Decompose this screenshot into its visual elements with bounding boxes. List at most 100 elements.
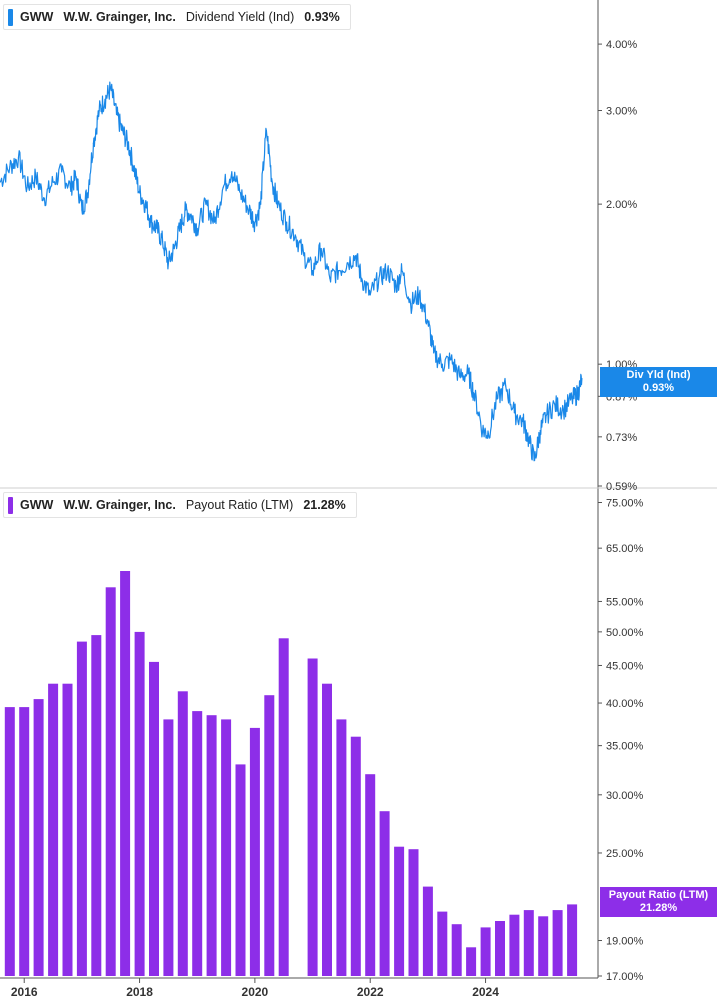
dividend-yield-point	[61, 171, 63, 173]
payout-ratio-bar	[192, 711, 203, 976]
payout-ratio-bar	[495, 921, 505, 976]
dividend-yield-point	[144, 203, 146, 205]
dividend-yield-point	[69, 186, 71, 188]
dividend-yield-point	[104, 98, 106, 100]
payout-ratio-bar	[278, 638, 289, 976]
payout-ratio-bar	[33, 699, 44, 976]
dividend-yield-point	[92, 143, 94, 145]
dividend-yield-point	[35, 176, 37, 178]
payout-ratio-bar	[48, 683, 59, 976]
y-tick-label: 0.73%	[606, 432, 637, 444]
dividend-yield-point	[156, 227, 158, 230]
dividend-yield-point	[205, 203, 207, 205]
dividend-yield-point	[9, 166, 11, 168]
payout-ratio-bar	[365, 774, 376, 976]
dividend-yield-point	[139, 192, 141, 194]
dividend-yield-point	[539, 430, 541, 432]
dividend-yield-point	[487, 433, 489, 435]
dividend-yield-point	[410, 303, 412, 305]
y-tick-label: 19.00%	[606, 936, 644, 948]
payout-ratio-legend: GWW W.W. Grainger, Inc. Payout Ratio (LT…	[3, 492, 357, 518]
dividend-yield-point	[473, 393, 475, 395]
dividend-yield-point	[115, 113, 118, 115]
badge-value: 21.28%	[639, 902, 678, 914]
dividend-yield-point	[179, 227, 181, 230]
dividend-yield-point	[260, 203, 262, 205]
y-tick-label: 30.00%	[606, 790, 644, 802]
y-tick-label: 4.00%	[606, 39, 637, 51]
dividend-yield-point	[265, 130, 267, 132]
y-tick-label: 50.00%	[606, 627, 644, 639]
payout-ratio-bar	[120, 571, 131, 976]
dividend-yield-point	[277, 203, 279, 205]
dividend-yield-point	[450, 359, 452, 361]
payout-ratio-bar	[379, 811, 390, 976]
dividend-yield-point	[369, 294, 371, 296]
payout-ratio-bar	[480, 927, 491, 976]
dividend-yield-point	[467, 373, 469, 375]
dividend-yield-legend: GWW W.W. Grainger, Inc. Dividend Yield (…	[3, 4, 351, 30]
y-tick-label: 2.00%	[606, 199, 637, 211]
payout-ratio-bar	[105, 587, 116, 976]
payout-ratio-bar	[149, 661, 159, 976]
x-tick-label: 2024	[472, 985, 499, 999]
dividend-yield-point	[337, 270, 340, 272]
legend-ticker: GWW	[20, 498, 54, 512]
badge-value: 0.93%	[642, 382, 675, 394]
dividend-yield-point	[239, 192, 242, 194]
dividend-yield-point	[320, 248, 322, 250]
payout-ratio-bar	[538, 916, 549, 976]
dividend-yield-point	[133, 166, 135, 168]
dividend-yield-point	[441, 363, 443, 365]
payout-ratio-bar	[466, 947, 477, 976]
dividend-yield-point	[248, 209, 250, 211]
payout-ratio-bar	[322, 683, 332, 976]
dividend-yield-badge: Div Yld (Ind) 0.93%	[600, 367, 717, 397]
payout-ratio-bar	[91, 635, 102, 976]
x-tick-label: 2020	[242, 985, 269, 999]
dividend-yield-point	[294, 234, 296, 236]
dividend-yield-point	[482, 430, 484, 432]
y-tick-label: 25.00%	[606, 848, 644, 860]
y-tick-label: 3.00%	[606, 106, 637, 118]
dividend-yield-point	[496, 398, 498, 400]
y-tick-label: 75.00%	[606, 498, 644, 510]
dividend-yield-point	[110, 87, 112, 90]
dividend-yield-point	[581, 377, 583, 380]
dividend-yield-point	[231, 171, 233, 173]
dividend-yield-point	[196, 227, 198, 230]
legend-company: W.W. Grainger, Inc.	[63, 10, 176, 24]
payout-ratio-bar	[307, 658, 318, 976]
dividend-yield-point	[433, 352, 435, 354]
dividend-yield-point	[173, 248, 175, 250]
payout-ratio-bar	[408, 849, 419, 976]
payout-ratio-bar-layer	[4, 571, 578, 976]
y-tick-label: 55.00%	[606, 596, 644, 608]
dividend-yield-point	[401, 270, 403, 272]
dividend-yield-point	[167, 262, 169, 264]
payout-ratio-bar	[509, 914, 520, 976]
dividend-yield-point	[505, 385, 507, 387]
dividend-yield-point	[522, 420, 524, 423]
payout-ratio-bar	[62, 683, 73, 976]
y-tick-label: 0.59%	[606, 481, 637, 493]
dividend-yield-point	[17, 156, 20, 158]
dividend-yield-point	[75, 176, 77, 178]
dividend-yield-point	[534, 459, 536, 461]
payout-ratio-swatch	[8, 496, 13, 514]
payout-ratio-bar	[437, 911, 448, 976]
payout-ratio-bar	[249, 727, 260, 976]
dividend-yield-point	[577, 393, 579, 395]
dividend-yield-point	[545, 415, 547, 417]
dividend-yield-point	[213, 221, 216, 223]
badge-label: Div Yld (Ind)	[626, 369, 691, 381]
payout-ratio-bar	[235, 764, 246, 976]
dividend-yield-point	[459, 375, 461, 377]
payout-ratio-bar	[19, 707, 30, 976]
legend-metric: Payout Ratio (LTM)	[185, 498, 294, 512]
payout-ratio-bar	[523, 910, 534, 976]
dividend-yield-point	[386, 270, 389, 272]
y-tick-label: 45.00%	[606, 660, 644, 672]
payout-ratio-bar	[206, 715, 217, 976]
